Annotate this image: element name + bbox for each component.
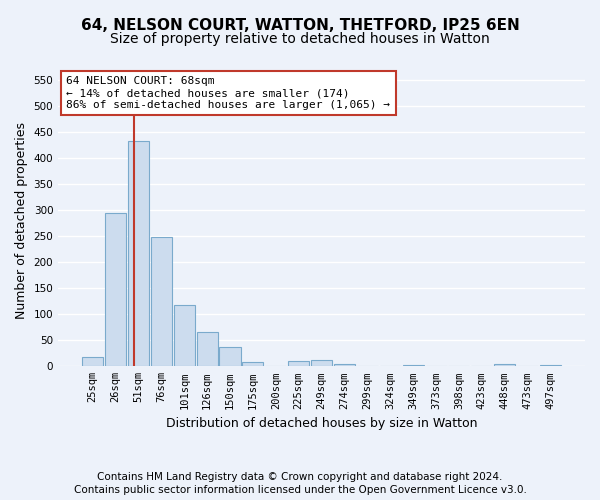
Bar (105, 213, 126, 366)
Bar (334, 364, 355, 366)
Bar (197, 332, 218, 366)
Y-axis label: Number of detached properties: Number of detached properties (15, 122, 28, 319)
Bar (82, 357, 103, 366)
Bar (151, 238, 172, 366)
Text: 64, NELSON COURT, WATTON, THETFORD, IP25 6EN: 64, NELSON COURT, WATTON, THETFORD, IP25… (80, 18, 520, 32)
Text: Contains HM Land Registry data © Crown copyright and database right 2024.: Contains HM Land Registry data © Crown c… (97, 472, 503, 482)
Bar (403, 364, 424, 366)
Text: Size of property relative to detached houses in Watton: Size of property relative to detached ho… (110, 32, 490, 46)
Bar (242, 362, 263, 366)
Bar (540, 364, 561, 366)
Bar (494, 364, 515, 366)
Text: 64 NELSON COURT: 68sqm
← 14% of detached houses are smaller (174)
86% of semi-de: 64 NELSON COURT: 68sqm ← 14% of detached… (66, 76, 390, 110)
Text: Contains public sector information licensed under the Open Government Licence v3: Contains public sector information licen… (74, 485, 526, 495)
Bar (311, 360, 332, 366)
Bar (173, 305, 195, 366)
Bar (128, 141, 149, 366)
X-axis label: Distribution of detached houses by size in Watton: Distribution of detached houses by size … (166, 417, 478, 430)
Bar (288, 361, 309, 366)
Bar (220, 347, 241, 366)
